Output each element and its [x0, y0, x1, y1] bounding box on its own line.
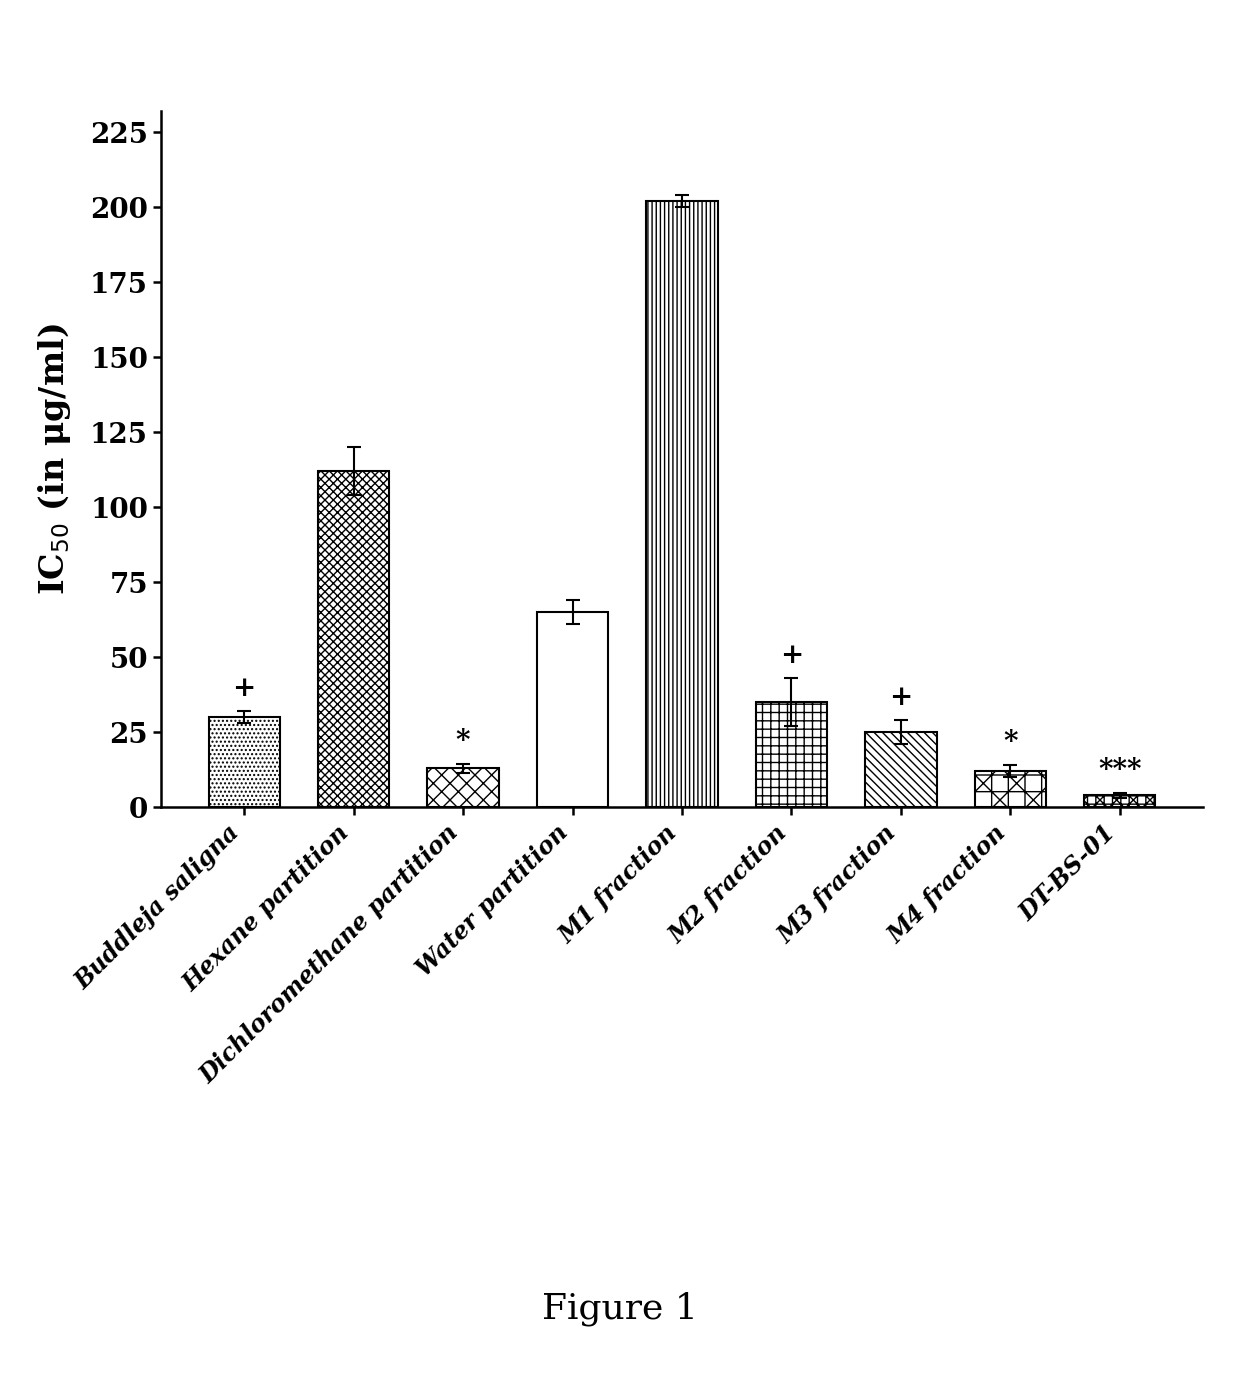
Bar	[866, 732, 936, 807]
Text: *: *	[456, 728, 470, 754]
Text: +: +	[889, 685, 913, 711]
Bar	[1084, 795, 1156, 807]
Text: +: +	[232, 675, 255, 703]
Bar	[975, 771, 1047, 807]
Bar	[208, 717, 280, 807]
Text: *: *	[1003, 729, 1018, 756]
Bar	[646, 202, 718, 807]
Bar	[756, 703, 827, 807]
Bar	[428, 768, 498, 807]
Text: Figure 1: Figure 1	[542, 1292, 698, 1325]
Y-axis label: IC$_{50}$ (in μg/ml): IC$_{50}$ (in μg/ml)	[36, 323, 73, 596]
Text: +: +	[780, 642, 804, 670]
Bar	[537, 612, 608, 807]
Text: ***: ***	[1099, 757, 1142, 784]
Bar	[317, 472, 389, 807]
